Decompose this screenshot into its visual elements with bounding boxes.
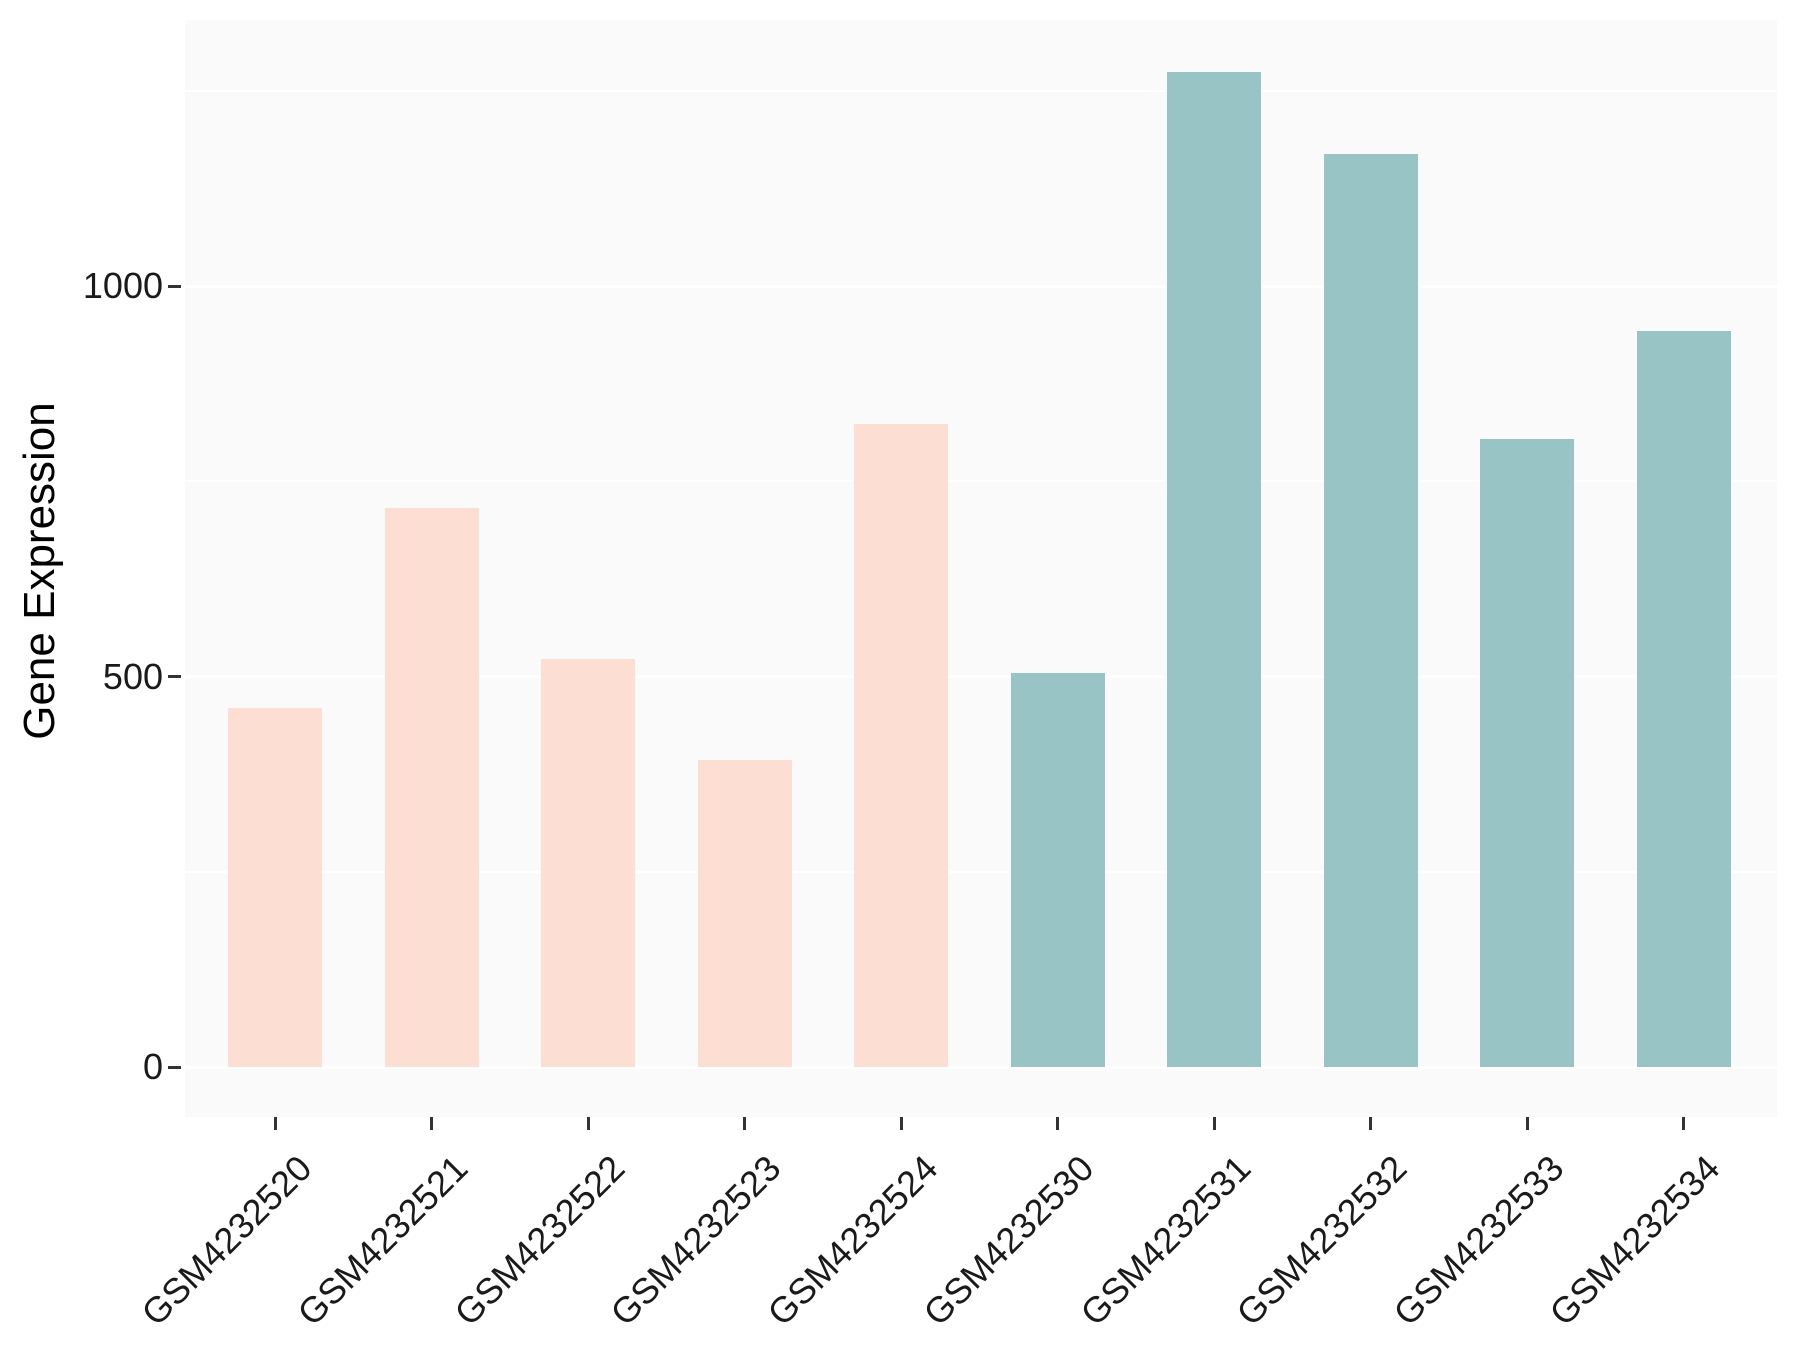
minor-gridline (185, 480, 1777, 483)
y-tick-label: 0 (142, 1046, 163, 1087)
bar-GSM4232522 (541, 659, 635, 1067)
x-tick-mark (1682, 1117, 1685, 1130)
y-axis-title: Gene Expression (15, 402, 64, 740)
bar-GSM4232523 (697, 760, 792, 1067)
minor-gridline (185, 870, 1777, 873)
minor-gridline (185, 89, 1777, 92)
x-tick-mark (1525, 1117, 1529, 1130)
major-gridline (185, 1065, 1777, 1069)
x-tick-mark (273, 1117, 277, 1130)
x-tick-mark (743, 1117, 746, 1130)
bar-GSM4232532 (1323, 154, 1418, 1067)
y-tick-mark (168, 284, 181, 288)
x-tick-mark (1369, 1117, 1372, 1130)
bar-GSM4232521 (384, 507, 479, 1067)
y-tick-mark (168, 1065, 181, 1069)
y-tick-mark (168, 675, 181, 678)
bar-GSM4232530 (1010, 673, 1105, 1067)
bar-GSM4232534 (1636, 331, 1731, 1067)
bar-GSM4232531 (1167, 72, 1261, 1067)
y-tick-label: 1000 (82, 265, 163, 306)
x-tick-mark (430, 1117, 433, 1130)
x-tick-mark (1056, 1117, 1059, 1130)
x-tick-mark (586, 1117, 590, 1130)
x-tick-mark (1212, 1117, 1216, 1130)
major-gridline (185, 284, 1777, 288)
x-tick-mark (899, 1117, 903, 1130)
bar-GSM4232520 (228, 707, 322, 1067)
bar-GSM4232533 (1480, 439, 1574, 1067)
major-gridline (185, 675, 1777, 678)
y-tick-label: 500 (102, 655, 163, 697)
bar-GSM4232524 (854, 424, 948, 1067)
